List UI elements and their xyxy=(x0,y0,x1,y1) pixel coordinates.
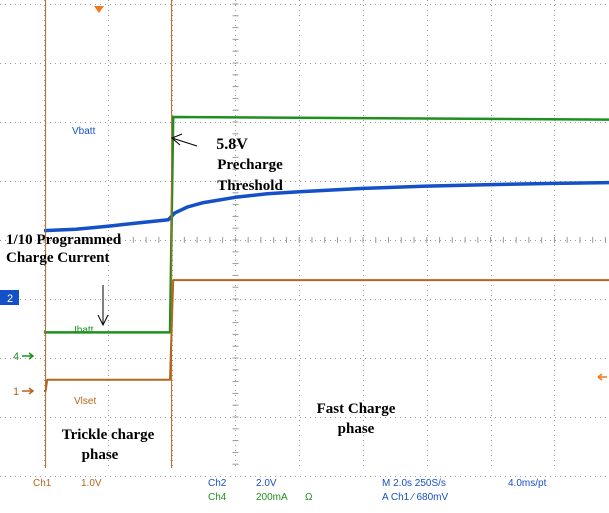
ch4-marker-label: 4 xyxy=(13,351,19,363)
threshold-line2-text: Threshold xyxy=(217,178,283,194)
vlset-trace-label: Vlset xyxy=(74,396,96,407)
ch4-marker: 4 xyxy=(13,351,35,363)
threshold-arrow-icon xyxy=(171,133,198,147)
ibatt-trace-label: Ibatt xyxy=(74,325,94,336)
ch4-unit: Ω xyxy=(305,492,313,503)
vbatt-trace-label: Vbatt xyxy=(72,126,96,137)
ch4-scale: 200mA xyxy=(256,492,288,503)
current-arrow-icon xyxy=(97,285,109,327)
vbatt-trace xyxy=(43,180,609,233)
current-line1-text: 1/10 Programmed xyxy=(6,232,122,248)
trigger-readout: A Ch1 ⁄ 680mV xyxy=(382,492,448,503)
threshold-value-text: 5.8V xyxy=(216,136,248,153)
ch4-status-label: Ch4 xyxy=(208,492,227,503)
trigger-level-icon xyxy=(597,373,607,381)
ch1-status-label: Ch1 xyxy=(33,478,52,489)
trigger-position-icon xyxy=(94,6,104,13)
threshold-line1-text: Precharge xyxy=(217,157,283,173)
current-line2-text: Charge Current xyxy=(6,250,109,266)
ch1-marker-label: 1 xyxy=(13,386,19,398)
fast-charge-line1-text: Fast Charge xyxy=(317,401,396,417)
ch2-scale: 2.0V xyxy=(256,478,277,489)
traces xyxy=(43,0,609,468)
timebase-readout: M 2.0s 250S/s xyxy=(382,478,446,489)
ch1-marker: 1 xyxy=(13,386,35,398)
ch2-status-label: Ch2 xyxy=(208,478,227,489)
resolution-readout: 4.0ms/pt xyxy=(508,478,547,489)
trickle-line1-text: Trickle charge xyxy=(62,427,155,443)
trickle-line2-text: phase xyxy=(82,447,119,463)
ch2-marker: 2 xyxy=(0,290,33,305)
ch1-scale: 1.0V xyxy=(81,478,102,489)
fast-charge-line2-text: phase xyxy=(338,421,375,437)
ch2-marker-label: 2 xyxy=(7,293,13,305)
